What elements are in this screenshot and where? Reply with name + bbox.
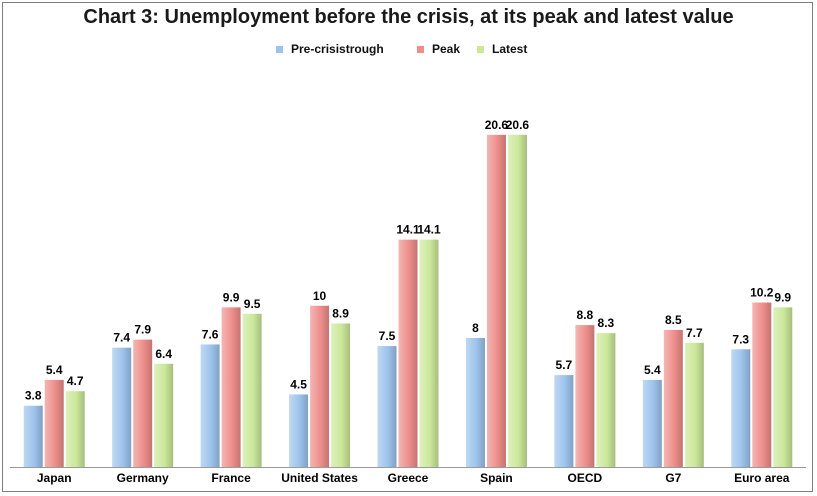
bar-value-label: 10.2 xyxy=(750,286,774,300)
legend-label-latest: Latest xyxy=(492,42,528,56)
bar-value-label: 9.5 xyxy=(244,297,261,311)
legend-label-peak: Peak xyxy=(432,42,461,56)
bar-value-label: 8.5 xyxy=(665,313,682,327)
category-label: Japan xyxy=(37,471,72,485)
bar-value-label: 4.7 xyxy=(67,374,84,388)
bar-1-5 xyxy=(486,134,506,467)
bar-value-label: 5.4 xyxy=(644,363,661,377)
bar-0-1 xyxy=(112,347,132,467)
bar-value-label: 3.8 xyxy=(25,389,42,403)
bar-value-label: 7.3 xyxy=(732,332,749,346)
bar-1-8 xyxy=(752,302,772,467)
bar-1-2 xyxy=(221,307,241,467)
bar-value-label: 8.3 xyxy=(598,316,615,330)
legend-item-latest: Latest xyxy=(477,42,527,56)
bar-0-5 xyxy=(465,338,485,467)
bar-value-label: 9.9 xyxy=(774,290,791,304)
bar-2-1 xyxy=(154,363,174,467)
bar-0-0 xyxy=(23,405,43,467)
bar-0-6 xyxy=(554,375,574,467)
category-label: OECD xyxy=(568,471,603,485)
bar-2-4 xyxy=(419,239,439,467)
bar-value-label: 10 xyxy=(313,289,327,303)
bar-0-2 xyxy=(200,344,220,467)
bar-0-4 xyxy=(377,346,397,467)
category-label: G7 xyxy=(665,471,681,485)
bar-value-label: 7.9 xyxy=(134,323,151,337)
bar-2-2 xyxy=(242,313,262,467)
bar-value-label: 5.7 xyxy=(556,358,573,372)
bar-labels-group: 3.8 5.4 4.7 7.4 7.9 6.4 7.6 9.9 9.5 4.5 10 8.9 7.5 14… xyxy=(25,118,792,403)
bar-value-label: 8.9 xyxy=(332,306,349,320)
bar-value-label: 14.1 xyxy=(417,223,441,237)
bar-1-0 xyxy=(44,379,64,467)
bar-value-label: 7.4 xyxy=(113,331,130,345)
category-label: Spain xyxy=(480,471,513,485)
legend-item-pre-crisis: Pre-crisistrough xyxy=(276,42,384,56)
bar-1-4 xyxy=(398,239,418,467)
bar-2-3 xyxy=(331,323,351,467)
category-label: United States xyxy=(281,471,358,485)
bar-2-5 xyxy=(507,134,527,467)
category-label: France xyxy=(211,471,251,485)
bar-2-6 xyxy=(596,333,616,467)
chart-title: Chart 3: Unemployment before the crisis,… xyxy=(83,6,734,28)
legend-label-pre-crisis: Pre-crisistrough xyxy=(291,42,384,56)
bar-value-label: 7.6 xyxy=(202,327,219,341)
bar-0-8 xyxy=(731,349,751,467)
category-labels-group: Japan Germany France United States Greece Spa… xyxy=(37,471,790,485)
legend-swatch-peak xyxy=(417,45,424,53)
category-label: Greece xyxy=(388,471,429,485)
legend-swatch-latest xyxy=(477,45,484,53)
bar-value-label: 5.4 xyxy=(46,363,63,377)
bar-2-7 xyxy=(684,342,704,467)
bar-value-label: 14.1 xyxy=(396,223,420,237)
bar-value-label: 6.4 xyxy=(155,347,172,361)
bars-group xyxy=(23,134,793,467)
bar-2-8 xyxy=(773,307,793,467)
bar-value-label: 8.8 xyxy=(577,308,594,322)
bar-0-3 xyxy=(289,394,309,467)
chart-legend: Pre-crisistrough Peak Latest xyxy=(0,42,817,60)
category-label: Euro area xyxy=(734,471,790,485)
legend-swatch-pre-crisis xyxy=(276,45,283,53)
category-label: Germany xyxy=(117,471,169,485)
bar-0-7 xyxy=(642,379,662,467)
bar-1-3 xyxy=(310,305,330,467)
bar-value-label: 9.9 xyxy=(223,290,240,304)
legend-item-peak: Peak xyxy=(417,42,460,56)
bar-1-7 xyxy=(663,329,683,467)
bar-value-label: 7.5 xyxy=(379,329,396,343)
bar-1-1 xyxy=(133,339,153,467)
bar-value-label: 7.7 xyxy=(686,326,703,340)
bar-2-0 xyxy=(65,391,85,467)
bar-value-label: 4.5 xyxy=(290,377,307,391)
bar-value-label: 8 xyxy=(472,321,479,335)
bar-value-label: 20.6 xyxy=(485,118,509,132)
bar-1-6 xyxy=(575,325,595,467)
bar-value-label: 20.6 xyxy=(506,118,530,132)
